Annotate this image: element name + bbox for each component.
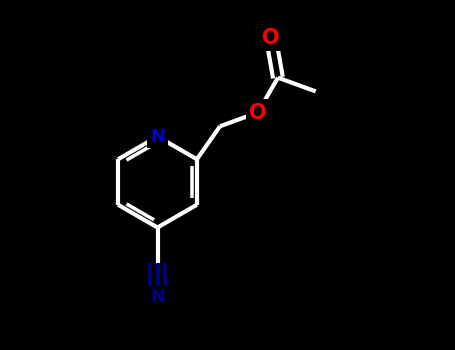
Text: O: O bbox=[262, 28, 280, 48]
Text: O: O bbox=[249, 103, 267, 122]
Text: N: N bbox=[150, 288, 165, 307]
Text: N: N bbox=[150, 127, 165, 146]
